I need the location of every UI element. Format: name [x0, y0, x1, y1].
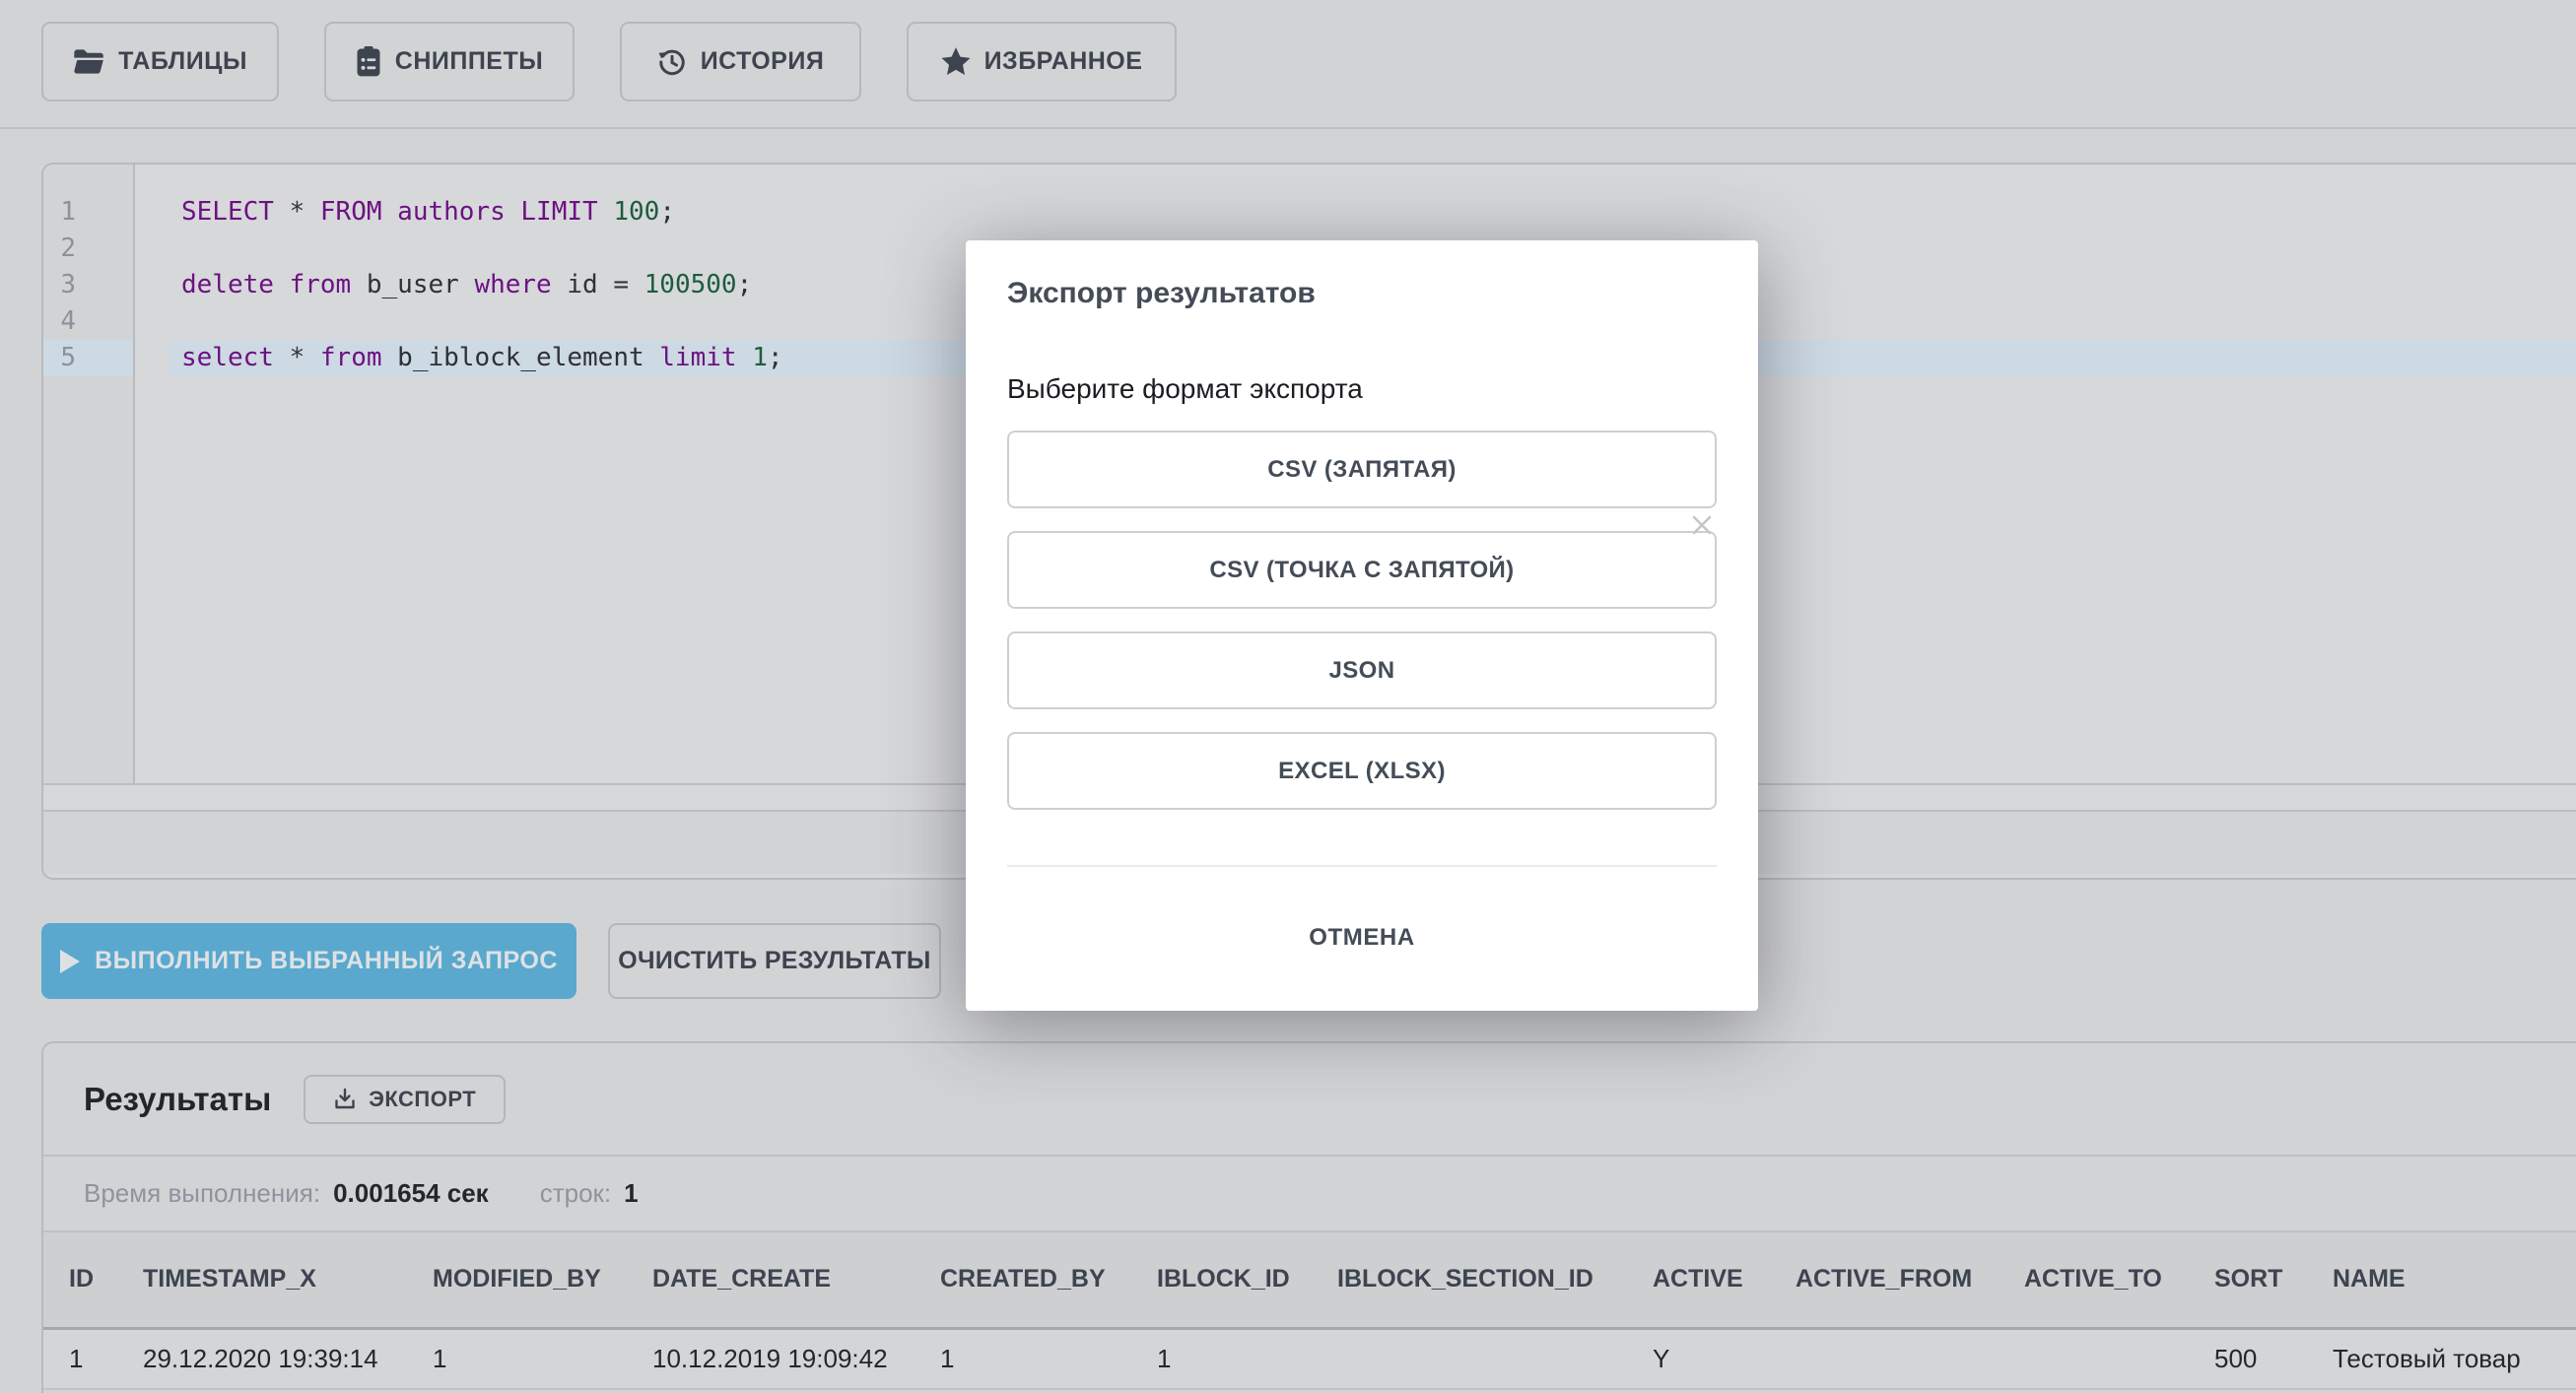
- table-cell: 500: [2214, 1343, 2258, 1373]
- export-modal: Экспорт результатов Выберите формат эксп…: [966, 240, 1758, 1011]
- toolbar-divider: [0, 127, 2576, 129]
- table-cell: [1337, 1328, 1653, 1389]
- table-cell: Y: [1653, 1343, 1670, 1373]
- toolbar-button-snippets[interactable]: СНИППЕТЫ: [324, 22, 575, 101]
- editor-gutter: 1 2 3 4 5: [43, 165, 135, 783]
- modal-footer-divider: [1007, 865, 1717, 867]
- results-header: Результаты ЭКСПОРТ: [43, 1043, 2576, 1157]
- results-table: ID TIMESTAMP_X MODIFIED_BY DATE_CREATE CREAT…: [43, 1230, 2576, 1390]
- table-cell: [2024, 1328, 2214, 1389]
- table-row: 1 29.12.2020 19:39:14 1 10.12.2019 19:09:42…: [43, 1328, 2576, 1389]
- toolbar-button-tables[interactable]: ТАБЛИЦЫ: [41, 22, 279, 101]
- line-number: 3: [60, 270, 76, 299]
- history-clock-icon: [657, 47, 687, 77]
- modal-close-button[interactable]: [1685, 508, 1719, 542]
- column-header: ACTIVE_FROM: [1796, 1265, 1973, 1294]
- column-header: IBLOCK_ID: [1157, 1265, 1290, 1294]
- rows-label: строк:: [539, 1178, 612, 1208]
- cancel-button[interactable]: ОТМЕНА: [1303, 922, 1421, 954]
- results-panel: Результаты ЭКСПОРТ Время выполнения: 0.0…: [41, 1041, 2576, 1393]
- play-icon: [60, 949, 81, 973]
- export-format-button[interactable]: CSV (ТОЧКА С ЗАПЯТОЙ): [1007, 531, 1717, 609]
- table-cell: 29.12.2020 19:39:14: [143, 1343, 378, 1373]
- star-icon: [941, 47, 971, 76]
- toolbar: ТАБЛИЦЫ СНИППЕТЫ ИСТОРИЯ ИЗБРАННОЕ: [41, 22, 1177, 101]
- table-cell: Тестовый товар: [2333, 1343, 2521, 1373]
- toolbar-button-history[interactable]: ИСТОРИЯ: [620, 22, 861, 101]
- column-header: IBLOCK_SECTION_ID: [1337, 1265, 1593, 1294]
- table-cell: 1: [940, 1343, 955, 1373]
- toolbar-button-label: ИЗБРАННОЕ: [983, 47, 1143, 75]
- table-cell: [1796, 1328, 2024, 1389]
- column-header: ID: [69, 1265, 94, 1294]
- column-header: DATE_CREATE: [652, 1265, 832, 1294]
- export-format-button[interactable]: JSON: [1007, 631, 1717, 709]
- toolbar-button-label: ТАБЛИЦЫ: [118, 47, 247, 75]
- results-title: Результаты: [84, 1080, 272, 1117]
- table-cell: 1: [433, 1343, 447, 1373]
- rows-value: 1: [624, 1178, 639, 1208]
- modal-prompt: Выберите формат экспорта: [1007, 373, 1363, 404]
- folder-icon: [73, 48, 104, 76]
- toolbar-button-label: ИСТОРИЯ: [700, 47, 825, 75]
- line-number: 4: [60, 306, 76, 336]
- clear-results-button[interactable]: ОЧИСТИТЬ РЕЗУЛЬТАТЫ: [608, 923, 941, 999]
- table-cell: 1: [69, 1343, 84, 1373]
- time-label: Время выполнения:: [84, 1178, 321, 1208]
- column-header: CREATED_BY: [940, 1265, 1106, 1294]
- code-line[interactable]: delete from b_user where id = 100500;: [181, 270, 753, 299]
- execution-stats: Время выполнения: 0.001654 сек строк: 1: [43, 1157, 2576, 1230]
- export-button-label: ЭКСПОРТ: [369, 1086, 477, 1111]
- column-header: TIMESTAMP_X: [143, 1265, 316, 1294]
- export-format-button[interactable]: EXCEL (XLSX): [1007, 732, 1717, 810]
- toolbar-button-favorites[interactable]: ИЗБРАННОЕ: [907, 22, 1177, 101]
- line-number: 5: [43, 340, 133, 376]
- clear-results-label: ОЧИСТИТЬ РЕЗУЛЬТАТЫ: [618, 947, 931, 974]
- column-header: NAME: [2333, 1265, 2406, 1294]
- download-icon: [333, 1088, 357, 1111]
- table-body: 1 29.12.2020 19:39:14 1 10.12.2019 19:09:42…: [43, 1328, 2576, 1389]
- table-header-row: ID TIMESTAMP_X MODIFIED_BY DATE_CREATE CREAT…: [43, 1231, 2576, 1328]
- column-header: ACTIVE: [1653, 1265, 1743, 1294]
- column-header: MODIFIED_BY: [433, 1265, 601, 1294]
- execute-query-button[interactable]: ВЫПОЛНИТЬ ВЫБРАННЫЙ ЗАПРОС: [41, 923, 576, 999]
- export-format-list: CSV (ЗАПЯТАЯ) CSV (ТОЧКА С ЗАПЯТОЙ) JSON EX…: [1007, 431, 1717, 810]
- modal-title: Экспорт результатов: [1007, 277, 1316, 309]
- export-button[interactable]: ЭКСПОРТ: [304, 1074, 507, 1124]
- execute-query-label: ВЫПОЛНИТЬ ВЫБРАННЫЙ ЗАПРОС: [95, 947, 558, 974]
- line-number: 1: [60, 197, 76, 227]
- time-value: 0.001654 сек: [333, 1178, 489, 1208]
- export-format-button[interactable]: CSV (ЗАПЯТАЯ): [1007, 431, 1717, 508]
- toolbar-button-label: СНИППЕТЫ: [394, 47, 544, 75]
- table-cell: 10.12.2019 19:09:42: [652, 1343, 888, 1373]
- clipboard-list-icon: [356, 46, 381, 77]
- column-header: ACTIVE_TO: [2024, 1265, 2162, 1294]
- column-header: SORT: [2214, 1265, 2283, 1294]
- code-line[interactable]: SELECT * FROM authors LIMIT 100;: [181, 197, 675, 227]
- table-cell: 1: [1157, 1343, 1172, 1373]
- line-number: 2: [60, 233, 76, 263]
- close-icon: [1687, 510, 1717, 540]
